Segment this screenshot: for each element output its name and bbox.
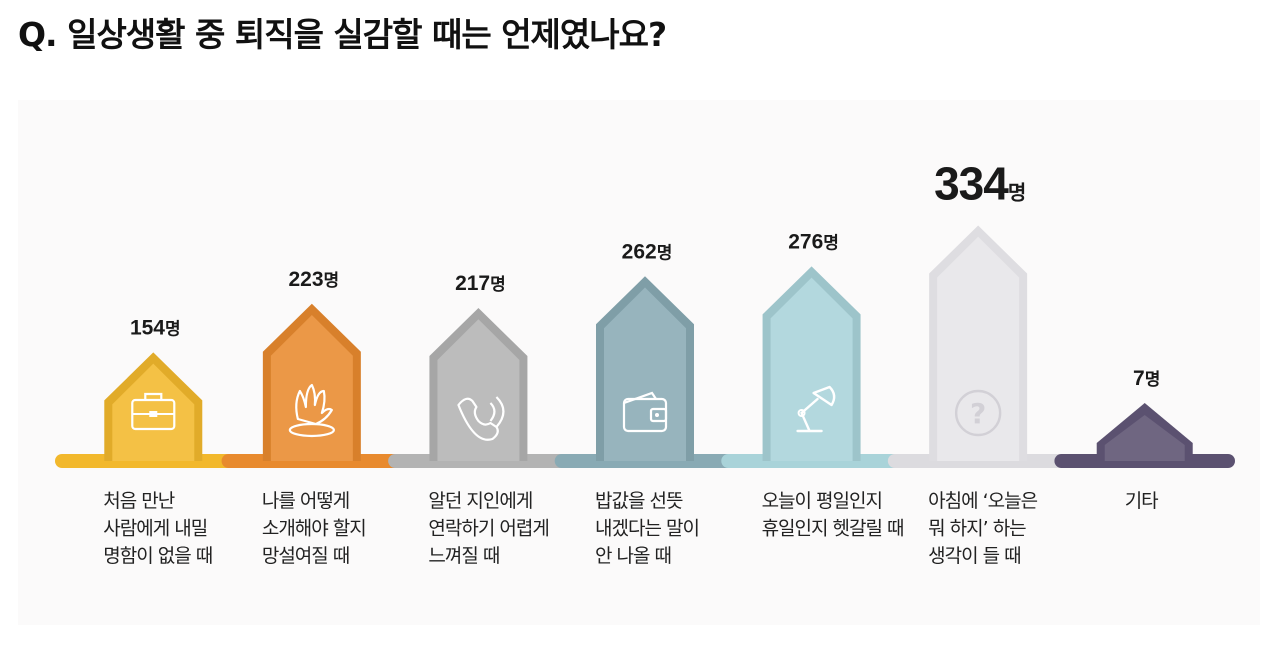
category-label: 기타	[1125, 490, 1158, 512]
chart-bar-house	[262, 303, 361, 461]
value-label: 154명	[130, 316, 181, 339]
category-label: 느껴질 때	[428, 545, 499, 567]
category-label: 처음 만난	[103, 490, 174, 512]
wallet-icon	[622, 391, 668, 433]
category-label: 명함이 없을 때	[103, 545, 212, 567]
chart-bar-house	[596, 276, 694, 461]
value-label: 276명	[788, 230, 839, 253]
question-mark-icon: ?	[954, 389, 1002, 437]
phone-call-icon	[457, 396, 505, 441]
category-label: 생각이 들 때	[928, 545, 1020, 567]
chart-bar-house	[429, 308, 528, 461]
category-label: 밥값을 선뜻	[595, 490, 683, 512]
category-label: 내겠다는 말이	[595, 518, 699, 540]
chart-bar-house	[1096, 403, 1193, 461]
desk-lamp-icon	[796, 385, 836, 433]
category-label: 휴일인지 헷갈릴 때	[762, 518, 904, 540]
svg-text:?: ?	[970, 397, 986, 430]
chart-bar-house: ?	[929, 225, 1028, 461]
category-label: 뭐 하지’ 하는	[928, 518, 1026, 540]
category-label: 연락하기 어렵게	[428, 518, 548, 540]
category-label: 소개해야 할지	[262, 518, 366, 540]
value-label: 7명	[1133, 367, 1160, 390]
category-label: 아침에 ‘오늘은	[928, 490, 1037, 512]
page-title: Q. 일상생활 중 퇴직을 실감할 때는 언제였나요?	[18, 15, 667, 54]
chart-bar-house	[762, 266, 861, 461]
value-label: 223명	[289, 268, 340, 291]
chart-bar-house	[104, 352, 203, 461]
category-label: 망설여질 때	[262, 545, 349, 567]
value-label: 217명	[455, 272, 506, 295]
value-label: 262명	[622, 240, 673, 263]
category-label: 알던 지인에게	[428, 490, 532, 512]
raised-hand-icon	[288, 383, 335, 438]
category-label: 사람에게 내밀	[103, 518, 207, 540]
category-label: 안 나올 때	[595, 545, 671, 567]
briefcase-icon	[131, 392, 176, 431]
category-label: 오늘이 평일인지	[762, 490, 882, 512]
value-label: 334명	[934, 158, 1026, 210]
category-label: 나를 어떻게	[262, 490, 349, 512]
